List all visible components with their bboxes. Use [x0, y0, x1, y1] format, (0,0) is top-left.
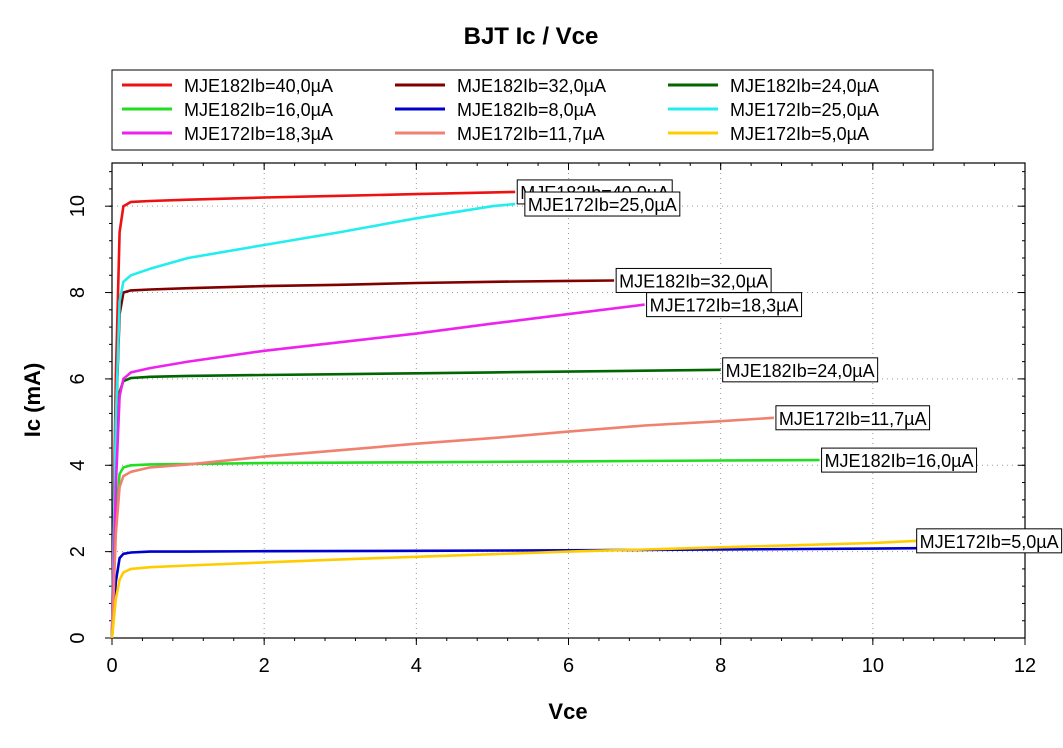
- legend-item-2: MJE182Ib=24,0µA: [668, 76, 879, 96]
- series-line-3: [110, 458, 820, 639]
- legend-label: MJE172Ib=25,0µA: [730, 100, 879, 120]
- plot-frame: [111, 162, 1026, 639]
- legend-item-0: MJE182Ib=40,0µA: [122, 76, 333, 96]
- annotation-3: MJE172Ib=18,3µA: [646, 292, 803, 318]
- series-line-0: [110, 190, 516, 639]
- y-axis-label: Ic (mA): [20, 363, 45, 438]
- annotations: MJE182Ib=40,0µAMJE172Ib=25,0µAMJE182Ib=3…: [516, 179, 1063, 554]
- legend-label: MJE172Ib=18,3µA: [184, 124, 333, 144]
- x-tick-label: 10: [862, 655, 884, 677]
- legend-item-8: MJE172Ib=5,0µA: [668, 124, 869, 144]
- legend-label: MJE182Ib=8,0µA: [457, 100, 596, 120]
- x-tick-label: 6: [563, 655, 574, 677]
- legend: MJE182Ib=40,0µA MJE182Ib=32,0µA MJE182Ib=2…: [111, 69, 934, 151]
- annotation-7: MJE172Ib=5,0µA: [916, 528, 1063, 554]
- annotation-box: [524, 191, 681, 217]
- x-axis-label: Vce: [548, 699, 587, 724]
- x-tick-label: 12: [1014, 655, 1036, 677]
- legend-label: MJE172Ib=5,0µA: [730, 124, 869, 144]
- y-tick-label: 0: [67, 632, 89, 643]
- annotation-box: [916, 528, 1063, 554]
- annotation-box: [722, 357, 879, 383]
- annotation-label: MJE172Ib=25,0µA: [528, 195, 677, 215]
- legend-item-4: MJE182Ib=8,0µA: [395, 100, 596, 120]
- x-tick-label: 0: [106, 655, 117, 677]
- annotation-box: [646, 292, 803, 318]
- x-tick-label: 2: [259, 655, 270, 677]
- y-tick-label: 10: [67, 195, 89, 217]
- legend-box: [111, 69, 934, 151]
- annotation-4: MJE182Ib=24,0µA: [722, 357, 879, 383]
- annotation-label: MJE172Ib=11,7µA: [779, 409, 927, 429]
- annotation-6: MJE182Ib=16,0µA: [821, 447, 978, 473]
- annotation-label: MJE182Ib=16,0µA: [825, 451, 974, 471]
- x-tick-label: 4: [411, 655, 422, 677]
- annotation-5: MJE172Ib=11,7µA: [775, 405, 931, 431]
- series-line-1: [110, 279, 615, 639]
- legend-label: MJE182Ib=16,0µA: [184, 100, 333, 120]
- annotation-1: MJE172Ib=25,0µA: [524, 191, 681, 217]
- legend-item-3: MJE182Ib=16,0µA: [122, 100, 333, 120]
- annotation-box: [821, 447, 978, 473]
- legend-label: MJE182Ib=40,0µA: [184, 76, 333, 96]
- annotation-label: MJE172Ib=5,0µA: [920, 532, 1059, 552]
- annotation-label: MJE182Ib=24,0µA: [726, 361, 875, 381]
- annotation-box: [615, 267, 772, 293]
- legend-label: MJE182Ib=32,0µA: [457, 76, 606, 96]
- legend-item-6: MJE172Ib=18,3µA: [122, 124, 333, 144]
- chart-title: BJT Ic / Vce: [464, 23, 599, 50]
- annotation-box: [775, 405, 931, 431]
- annotation-label: MJE182Ib=32,0µA: [619, 271, 768, 291]
- y-tick-label: 8: [67, 287, 89, 298]
- series-line-4: [110, 546, 919, 639]
- y-tick-label: 2: [67, 546, 89, 557]
- legend-label: MJE182Ib=24,0µA: [730, 76, 879, 96]
- legend-item-1: MJE182Ib=32,0µA: [395, 76, 606, 96]
- series-line-6: [110, 303, 645, 639]
- legend-label: MJE172Ib=11,7µA: [457, 124, 605, 144]
- series-line-7: [110, 416, 774, 639]
- series-line-5: [110, 202, 516, 639]
- annotation-2: MJE182Ib=32,0µA: [615, 267, 772, 293]
- legend-item-5: MJE172Ib=25,0µA: [668, 100, 879, 120]
- x-tick-label: 8: [715, 655, 726, 677]
- legend-item-7: MJE172Ib=11,7µA: [395, 124, 605, 144]
- y-tick-label: 6: [67, 373, 89, 384]
- annotation-label: MJE172Ib=18,3µA: [650, 296, 799, 316]
- y-tick-label: 4: [67, 460, 89, 471]
- series-line-8: [110, 539, 919, 639]
